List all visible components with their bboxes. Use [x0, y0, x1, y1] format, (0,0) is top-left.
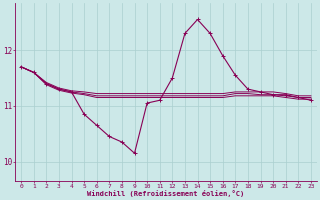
X-axis label: Windchill (Refroidissement éolien,°C): Windchill (Refroidissement éolien,°C)	[87, 190, 244, 197]
